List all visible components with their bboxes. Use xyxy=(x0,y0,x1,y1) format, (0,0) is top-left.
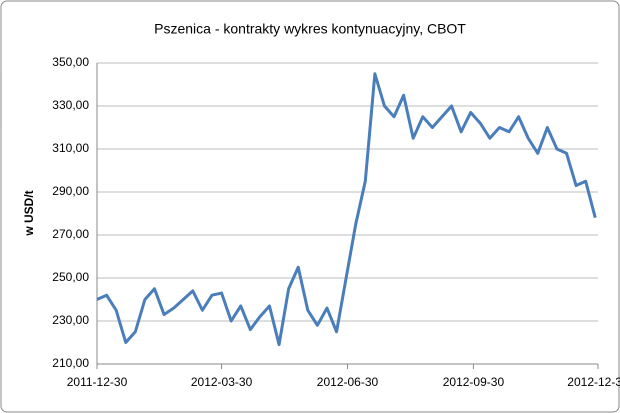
y-tick-label: 250,00 xyxy=(52,270,89,284)
x-tick-label: 2011-12-30 xyxy=(67,375,128,389)
x-tick-label: 2012-03-30 xyxy=(191,375,253,389)
y-tick-label: 270,00 xyxy=(52,227,89,241)
y-tick-label: 330,00 xyxy=(52,98,89,112)
y-axis-label: w USD/t xyxy=(22,190,36,236)
y-tick-label: 350,00 xyxy=(52,55,89,69)
x-tick-label: 2012-09-30 xyxy=(443,375,505,389)
y-tick-label: 230,00 xyxy=(52,313,89,327)
x-tick-label: 2012-06-30 xyxy=(317,375,379,389)
y-tick-label: 290,00 xyxy=(52,184,89,198)
x-tick-label: 2012-12-30 xyxy=(567,375,620,389)
chart-title: Pszenica - kontrakty wykres kontynuacyjn… xyxy=(154,21,466,37)
y-tick-label: 210,00 xyxy=(52,356,89,370)
data-line xyxy=(96,72,597,347)
y-tick-label: 310,00 xyxy=(52,141,89,155)
